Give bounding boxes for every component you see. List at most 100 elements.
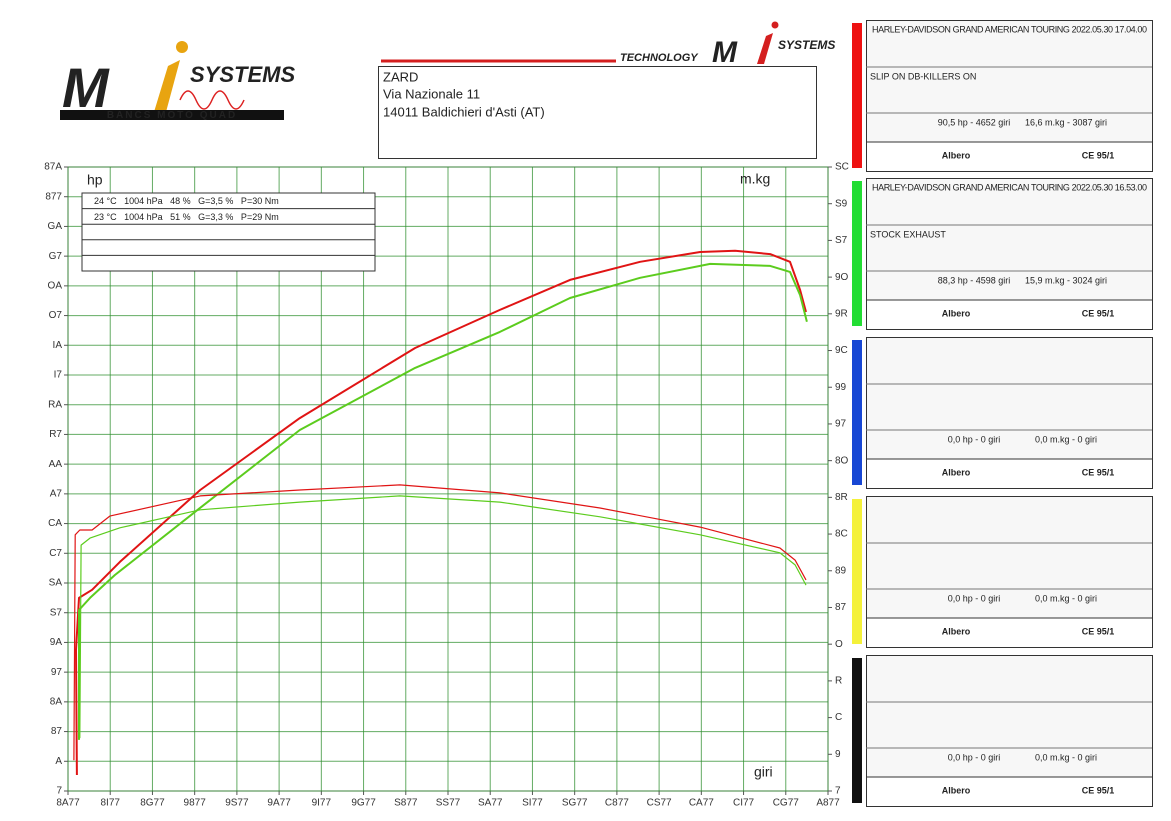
panel-footer bbox=[866, 458, 1153, 489]
y2-tick-label: C bbox=[835, 712, 842, 723]
x-tick-label: 9G77 bbox=[351, 798, 376, 809]
tech-name: SYSTEMS bbox=[778, 38, 835, 52]
panel-power: 0,0 hp - 0 giri bbox=[948, 752, 1001, 762]
logo-mark: M bbox=[62, 56, 110, 119]
y-tick-label: R7 bbox=[49, 429, 62, 440]
x-tick-label: A877 bbox=[816, 798, 840, 809]
x-tick-label: 9877 bbox=[184, 798, 207, 809]
conditions-table bbox=[81, 192, 376, 272]
panel-shaft: Albero bbox=[942, 467, 971, 477]
panel-shaft: Albero bbox=[942, 785, 971, 795]
x-tick-label: 9I77 bbox=[312, 798, 332, 809]
panel-torque: 0,0 m.kg - 0 giri bbox=[1035, 434, 1097, 444]
y2-tick-label: S9 bbox=[835, 198, 848, 209]
logo-tagline: BANCS MOTO QUAD bbox=[107, 110, 237, 121]
y-tick-label: RA bbox=[48, 399, 62, 410]
x-tick-label: SG77 bbox=[562, 798, 588, 809]
conditions-row: 24 °C 1004 hPa 48 % G=3,5 % P=30 Nm bbox=[94, 196, 279, 206]
y-tick-label: AA bbox=[49, 459, 63, 470]
y2-tick-label: 7 bbox=[835, 786, 841, 797]
y-tick-label: 97 bbox=[51, 667, 63, 678]
x-tick-label: 8I77 bbox=[100, 798, 120, 809]
y-tick-label: GA bbox=[48, 221, 63, 232]
x-tick-label: 9A77 bbox=[267, 798, 291, 809]
panel-color-bar bbox=[852, 499, 862, 644]
y2-tick-label: 8O bbox=[835, 455, 849, 466]
y2-tick-label: 8C bbox=[835, 529, 848, 540]
y-tick-label: A bbox=[55, 756, 62, 767]
torque-line bbox=[79, 495, 807, 739]
y-tick-label: O7 bbox=[49, 310, 63, 321]
panel-shaft: Albero bbox=[942, 626, 971, 636]
logo-dot bbox=[176, 41, 188, 53]
address-line: 14011 Baldichieri d'Asti (AT) bbox=[383, 104, 545, 119]
x-tick-label: CG77 bbox=[773, 798, 800, 809]
panel-title: HARLEY-DAVIDSON GRAND AMERICAN TOURING 2… bbox=[872, 182, 1147, 192]
power-line bbox=[75, 249, 807, 776]
panel-footer bbox=[866, 776, 1153, 807]
x-tick-label: S877 bbox=[394, 798, 418, 809]
y2-tick-label: 9O bbox=[835, 272, 849, 283]
tech-i bbox=[757, 33, 773, 64]
tech-text: TECHNOLOGY bbox=[620, 52, 699, 64]
logo-name: SYSTEMS bbox=[190, 62, 295, 87]
panel-standard: CE 95/1 bbox=[1082, 150, 1115, 160]
y-tick-label: 877 bbox=[45, 191, 62, 202]
panel-color-bar bbox=[852, 658, 862, 803]
logo: M SYSTEMS BANCS MOTO QUAD bbox=[60, 41, 295, 121]
panel-power: 0,0 hp - 0 giri bbox=[948, 434, 1001, 444]
panel-torque: 16,6 m.kg - 3087 giri bbox=[1025, 117, 1107, 127]
panel-power: 90,5 hp - 4652 giri bbox=[938, 117, 1011, 127]
y-tick-label: 8A bbox=[50, 696, 63, 707]
y2-tick-label: O bbox=[835, 639, 843, 650]
panel-standard: CE 95/1 bbox=[1082, 785, 1115, 795]
y2-tick-label: R bbox=[835, 676, 842, 687]
x-tick-label: SS77 bbox=[436, 798, 461, 809]
panel-shaft: Albero bbox=[942, 150, 971, 160]
torque-line bbox=[73, 484, 807, 761]
x-tick-label: SI77 bbox=[522, 798, 543, 809]
panel-standard: CE 95/1 bbox=[1082, 626, 1115, 636]
x-tick-label: 9S77 bbox=[225, 798, 249, 809]
y-tick-label: OA bbox=[48, 280, 63, 291]
power-line bbox=[78, 262, 808, 740]
y-tick-label: 87 bbox=[51, 726, 63, 737]
x-tick-label: CI77 bbox=[733, 798, 755, 809]
panel-description: STOCK EXHAUST bbox=[870, 229, 946, 239]
y2-tick-label: S7 bbox=[835, 235, 848, 246]
logo-technology: TECHNOLOGY M SYSTEMS bbox=[381, 21, 835, 69]
y-tick-label: 87A bbox=[44, 162, 62, 173]
y-tick-label: 7 bbox=[56, 786, 62, 797]
y2-tick-label: 89 bbox=[835, 565, 847, 576]
y2-tick-label: 97 bbox=[835, 419, 847, 430]
panel-power: 88,3 hp - 4598 giri bbox=[938, 275, 1011, 285]
y2-tick-label: SC bbox=[835, 162, 849, 173]
panel-title: HARLEY-DAVIDSON GRAND AMERICAN TOURING 2… bbox=[872, 24, 1147, 34]
panels: HARLEY-DAVIDSON GRAND AMERICAN TOURING 2… bbox=[852, 20, 1153, 807]
y2-axis-label: m.kg bbox=[740, 171, 770, 187]
panel-footer bbox=[866, 141, 1153, 172]
y2-tick-label: 8R bbox=[835, 492, 848, 503]
panel-power: 0,0 hp - 0 giri bbox=[948, 593, 1001, 603]
y2-tick-label: 9C bbox=[835, 345, 848, 356]
y-tick-label: C7 bbox=[49, 548, 62, 559]
x-tick-label: 8A77 bbox=[56, 798, 80, 809]
panel-torque: 0,0 m.kg - 0 giri bbox=[1035, 593, 1097, 603]
panel-footer bbox=[866, 617, 1153, 648]
address-box bbox=[378, 66, 817, 159]
panel-torque: 15,9 m.kg - 3024 giri bbox=[1025, 275, 1107, 285]
y2-tick-label: 9 bbox=[835, 749, 841, 760]
logo-wave bbox=[179, 90, 245, 110]
logo-band bbox=[60, 110, 284, 120]
panel-color-bar bbox=[852, 181, 862, 326]
tech-dot bbox=[771, 21, 779, 29]
x-tick-label: CS77 bbox=[647, 798, 672, 809]
y2-tick-label: 99 bbox=[835, 382, 847, 393]
x-tick-label: 8G77 bbox=[140, 798, 165, 809]
panel-footer bbox=[866, 299, 1153, 330]
y-axis-label: hp bbox=[87, 172, 103, 188]
x-tick-label: CA77 bbox=[689, 798, 714, 809]
chart: 8A77 8I77 8G77 9877 9S77 9A77 9I77 9G77 S877 SS77… bbox=[44, 162, 849, 809]
panel-standard: CE 95/1 bbox=[1082, 467, 1115, 477]
